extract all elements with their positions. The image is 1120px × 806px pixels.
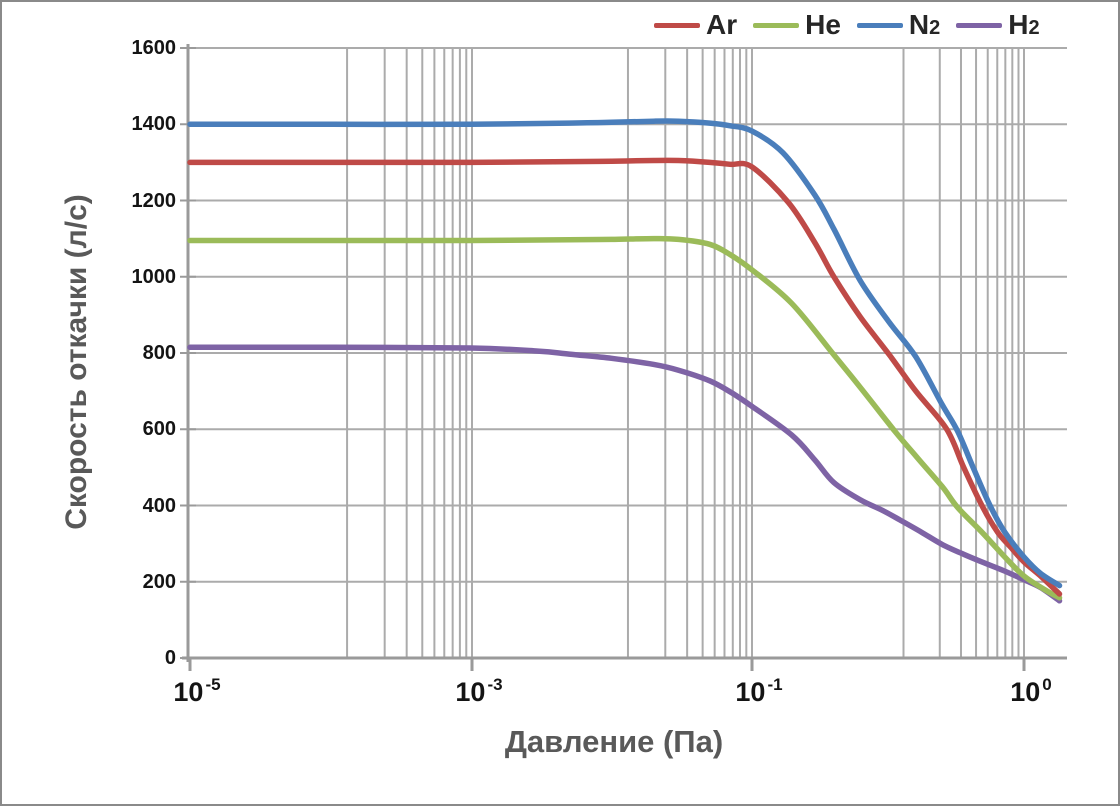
x-tick-base: 10 bbox=[173, 677, 204, 707]
legend-item: He bbox=[753, 11, 841, 39]
x-tick-label: 10 -3 bbox=[424, 670, 534, 707]
y-tick-label: 800 bbox=[142, 342, 176, 364]
legend-line-swatch bbox=[956, 22, 1003, 28]
x-tick-label: 10 -5 bbox=[142, 670, 252, 707]
x-tick-base: 10 bbox=[455, 677, 486, 707]
legend-item: H2 bbox=[956, 9, 1040, 40]
y-tick-label: 1600 bbox=[131, 37, 177, 59]
legend-label: He bbox=[805, 9, 841, 40]
legend-label-subscript: 2 bbox=[1028, 17, 1040, 39]
legend-line-swatch bbox=[654, 22, 700, 28]
legend: Ar He N2 H2 bbox=[654, 6, 1040, 44]
series-line-N2 bbox=[187, 118, 1063, 589]
y-tick-label: 1000 bbox=[131, 265, 177, 288]
x-tick-exponent: 0 bbox=[1042, 675, 1052, 694]
legend-line-swatch bbox=[856, 22, 903, 28]
y-tick-label: 0 bbox=[164, 647, 176, 669]
legend-label-subscript: 2 bbox=[929, 17, 941, 39]
x-tick-exponent: -1 bbox=[767, 675, 783, 694]
legend-item: N2 bbox=[856, 9, 941, 40]
y-tick-label: 400 bbox=[142, 494, 176, 517]
x-tick-exponent: -3 bbox=[487, 675, 503, 694]
y-axis-title: Скорость откачки (л/с) bbox=[60, 194, 93, 530]
x-axis-title: Давление (Па) bbox=[504, 724, 724, 759]
y-tick-label: 1400 bbox=[131, 113, 177, 136]
x-tick-base: 10 bbox=[735, 677, 766, 707]
x-tick-label: 10 0 bbox=[976, 670, 1086, 707]
legend-label: H2 bbox=[1008, 9, 1040, 40]
y-tick-label: 200 bbox=[142, 570, 176, 593]
legend-line-swatch bbox=[753, 22, 800, 28]
y-tick-label: 600 bbox=[142, 418, 176, 441]
series-line-H2 bbox=[187, 344, 1063, 604]
x-tick-exponent: -5 bbox=[205, 675, 221, 694]
series-line-He bbox=[187, 235, 1063, 601]
y-tick-label: 1200 bbox=[131, 189, 177, 212]
series-line-Ar bbox=[187, 157, 1063, 597]
x-tick-base: 10 bbox=[1010, 677, 1041, 707]
legend-label: N2 bbox=[908, 9, 941, 40]
legend-item: Ar bbox=[654, 11, 737, 39]
x-tick-label: 10 -1 bbox=[704, 670, 814, 707]
legend-label: Ar bbox=[706, 9, 738, 40]
